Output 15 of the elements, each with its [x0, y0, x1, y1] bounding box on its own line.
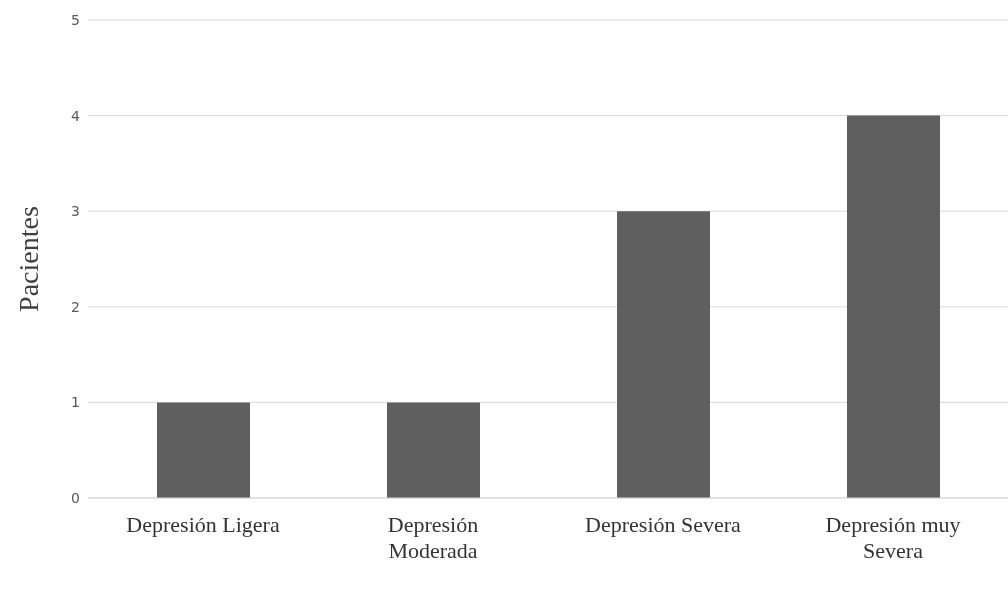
bar [387, 402, 480, 498]
y-tick-label: 5 [71, 11, 80, 28]
x-tick-label: Depresión Moderada [387, 512, 479, 563]
y-tick-label: 3 [71, 203, 80, 220]
bar [617, 211, 710, 498]
bar [157, 402, 250, 498]
y-tick-label: 4 [71, 107, 81, 124]
y-tick-label: 2 [71, 298, 80, 315]
y-axis-title: Pacientes [12, 206, 44, 312]
x-tick-label: Depresión muy Severa [825, 512, 961, 563]
y-tick-label: 0 [71, 489, 80, 506]
x-tick-label: Depresión Ligera [126, 512, 280, 537]
bar [847, 115, 940, 498]
y-tick-label: 1 [71, 394, 80, 411]
x-tick-label: Depresión Severa [585, 512, 742, 537]
